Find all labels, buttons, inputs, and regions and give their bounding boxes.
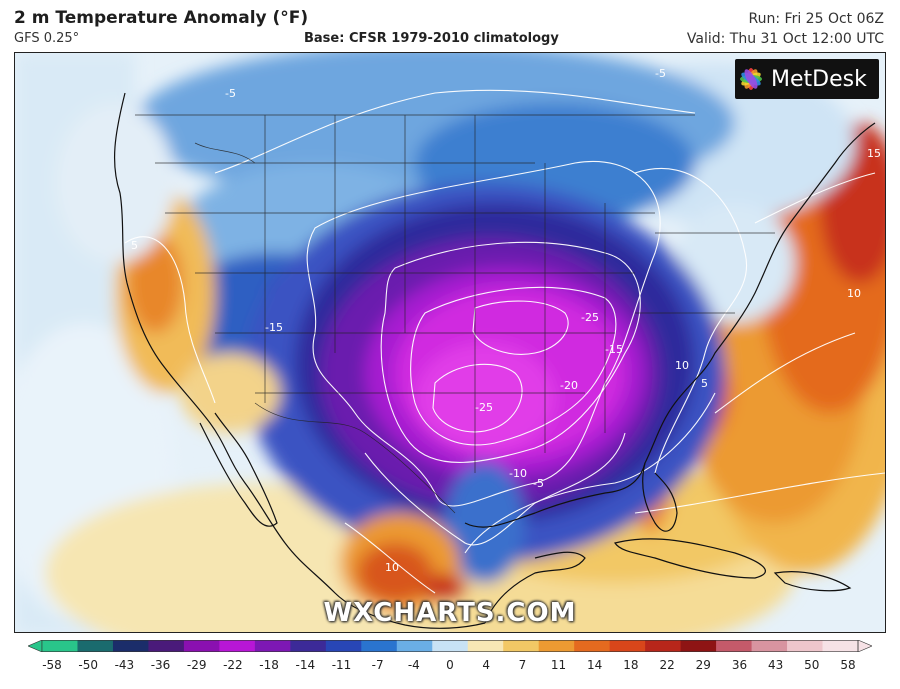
colorbar-tick-label: 29 [695,658,711,672]
contour-lines [124,89,885,594]
contour-label: -25 [475,401,493,414]
colorbar-segment [822,640,859,652]
contour-label: -5 [533,477,544,490]
colorbar-segment [680,640,717,652]
colorbar-tick-label: -14 [295,658,316,672]
model-label: GFS 0.25° [14,31,80,46]
colorbar-segment [396,640,433,652]
contour-label: 15 [867,147,881,160]
colorbar [28,640,872,652]
colorbar-segment [538,640,575,652]
colorbar-labels: -58 -50 -43 -36 -29 -22 -18 -14 -11 -7 -4 0 4 7 11 14 18… [28,658,872,676]
colorbar-segment [219,640,256,652]
colorbar-right-arrow [857,640,872,652]
contour-label: -10 [509,467,527,480]
state-borders [135,114,775,514]
colorbar-tick-label: -7 [371,658,384,672]
colorbar-tick-label: 43 [767,658,784,672]
valid-time-label: Valid: Thu 31 Oct 12:00 UTC [686,31,884,47]
coastlines [113,92,876,629]
anomaly-field [15,53,885,632]
contour-label: 5 [701,377,708,390]
contour-label: 10 [385,561,399,574]
colorbar-tick-label: 11 [550,658,567,672]
map-title: 2 m Temperature Anomaly (°F) [14,8,309,28]
colorbar-segment [183,640,220,652]
colorbar-tick-label: -50 [78,658,98,672]
contour-label: -20 [560,379,578,392]
contour-label: -15 [265,321,283,334]
contour-label: -5 [655,67,666,80]
colorbar-segment [467,640,504,652]
colorbar-segment [609,640,646,652]
contour-label: -25 [581,311,599,324]
wxcharts-watermark: WXCHARTS.COM [323,598,577,628]
colorbar-segment [574,640,611,652]
colorbar-segment [787,640,824,652]
colorbar-tick-label: 22 [659,658,675,672]
colorbar-tick-label: -4 [407,658,420,672]
metdesk-flower-icon [740,68,762,90]
colorbar-tick-label: -29 [186,658,207,672]
contour-label: -5 [225,87,236,100]
colorbar-segment [77,640,114,652]
colorbar-tick-label: 36 [731,658,748,672]
metdesk-logo: MetDesk [735,59,879,99]
run-time-label: Run: Fri 25 Oct 06Z [748,11,884,27]
contour-label: 10 [675,359,689,372]
colorbar-tick-label: -43 [114,658,135,672]
colorbar-segment [716,640,753,652]
contour-label: 5 [131,239,138,252]
anomaly-map-canvas: -25 -25 -20 -15 -15 -10 -5 -5 -5 10 10 1… [15,53,885,632]
colorbar-tick-label: 14 [587,658,603,672]
colorbar-tick-label: -36 [150,658,171,672]
anomaly-map: -25 -25 -20 -15 -15 -10 -5 -5 -5 10 10 1… [14,52,886,633]
contour-label: -15 [605,343,623,356]
colorbar-tick-label: 0 [446,658,454,672]
colorbar-tick-label: 18 [623,658,639,672]
colorbar-segment [112,640,150,652]
colorbar-segment [42,640,79,652]
colorbar-segment [254,640,291,652]
colorbar-tick-label: -22 [223,658,243,672]
colorbar-tick-label: 50 [804,658,820,672]
colorbar-segment [290,640,327,652]
colorbar-segment [148,640,185,652]
colorbar-border [41,640,859,652]
colorbar-segment [361,640,398,652]
colorbar-segment [432,640,469,652]
metdesk-logo-text: MetDesk [771,66,867,92]
colorbar-tick-label: -58 [42,658,62,672]
colorbar-segment [325,640,362,652]
colorbar-segment [503,640,540,652]
colorbar-segment [751,640,788,652]
colorbar-tick-label: -18 [259,658,279,672]
colorbar-tick-label: -11 [331,658,352,672]
colorbar-tick-label: 7 [518,658,527,672]
colorbar-segment [645,640,682,652]
colorbar-left-arrow [28,640,43,652]
contour-label-group: -25 -25 -20 -15 -15 -10 -5 -5 -5 10 10 1… [131,67,881,574]
contour-label: 10 [847,287,861,300]
colorbar-tick-label: 58 [840,658,856,672]
colorbar-tick-label: 4 [482,658,491,672]
base-climatology-label: Base: CFSR 1979-2010 climatology [304,31,559,46]
